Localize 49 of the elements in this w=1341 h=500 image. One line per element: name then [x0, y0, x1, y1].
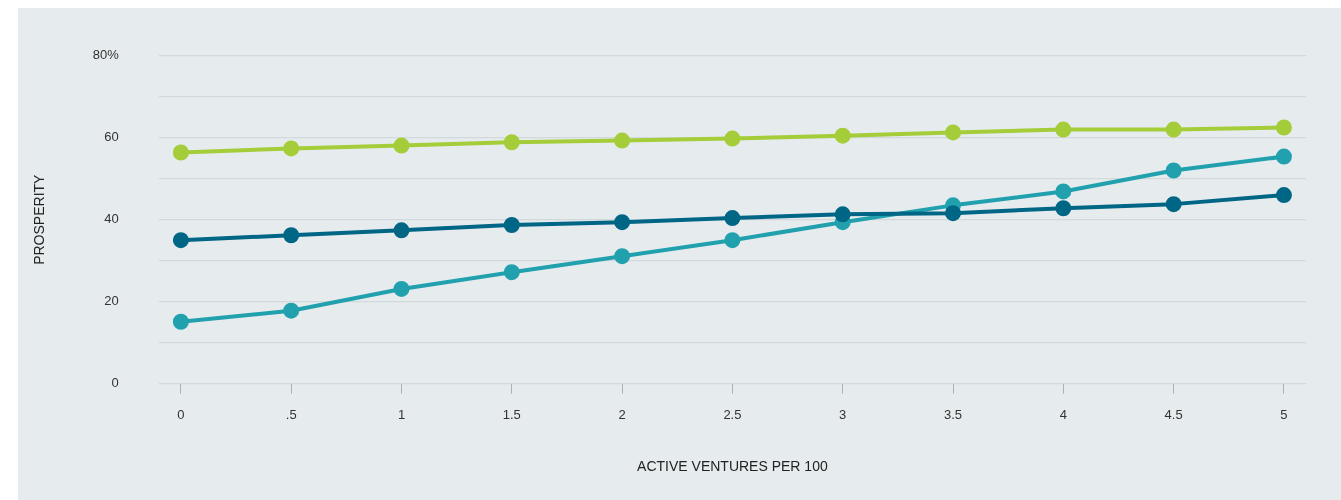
point: [724, 130, 741, 147]
point: [1275, 119, 1292, 136]
point: [945, 124, 962, 141]
point: [172, 144, 189, 161]
point: [945, 205, 962, 222]
x-tick-label: 0: [177, 406, 185, 422]
y-tick-label: 40: [104, 211, 119, 227]
x-tick-label: 5: [1280, 406, 1288, 422]
point: [1165, 196, 1182, 213]
point: [614, 214, 631, 231]
x-tick-label: 4: [1059, 406, 1067, 422]
point: [172, 232, 189, 249]
point: [1275, 187, 1292, 204]
point: [283, 227, 300, 244]
point: [834, 127, 851, 144]
y-axis-title: PROSPERITY: [31, 173, 48, 265]
y-tick-label: 80%: [92, 47, 120, 63]
point: [172, 313, 189, 330]
x-tick-label: 3.5: [943, 406, 963, 422]
point: [1165, 121, 1182, 138]
point: [503, 134, 520, 151]
point: [1275, 148, 1292, 165]
point: [1055, 200, 1072, 217]
x-tick-label: 1: [397, 406, 406, 422]
x-tick-label: 2.5: [723, 406, 742, 422]
point: [503, 264, 520, 281]
x-tick-label: 1.5: [502, 406, 521, 422]
point: [1055, 183, 1072, 200]
point: [724, 210, 741, 227]
y-tick-label: 20: [104, 293, 119, 309]
x-tick-label: 3: [839, 406, 847, 422]
x-tick-label: 2: [618, 406, 626, 422]
point: [283, 140, 300, 157]
point: [724, 232, 741, 249]
point: [393, 222, 410, 239]
point: [503, 217, 520, 234]
y-tick-label: 0: [111, 375, 119, 391]
x-tick-label: .5: [285, 406, 297, 422]
y-tick-label: 60: [104, 129, 119, 145]
point: [614, 132, 631, 149]
point: [1055, 121, 1072, 138]
point: [1165, 162, 1182, 179]
x-tick-label: 4.5: [1164, 406, 1183, 422]
point: [834, 206, 851, 223]
point: [283, 302, 300, 319]
x-axis-title: ACTIVE VENTURES PER 100: [637, 458, 828, 475]
point: [393, 280, 410, 297]
point: [393, 137, 410, 154]
point: [614, 248, 631, 265]
